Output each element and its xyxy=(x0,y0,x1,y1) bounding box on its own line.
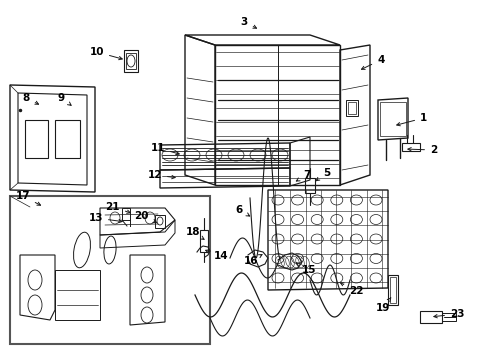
Text: 4: 4 xyxy=(362,55,384,69)
Text: 22: 22 xyxy=(341,283,364,296)
Bar xyxy=(388,275,398,305)
Text: 2: 2 xyxy=(408,145,437,155)
Text: 17: 17 xyxy=(15,191,41,205)
Bar xyxy=(442,313,456,321)
Text: 11: 11 xyxy=(150,143,179,155)
Text: 5: 5 xyxy=(316,168,330,181)
Text: 16: 16 xyxy=(244,255,262,266)
Text: 6: 6 xyxy=(236,205,250,216)
Bar xyxy=(346,100,358,116)
Text: 14: 14 xyxy=(206,250,229,261)
Bar xyxy=(10,196,210,344)
Text: 8: 8 xyxy=(23,93,39,104)
Text: 1: 1 xyxy=(397,113,427,126)
Text: 18: 18 xyxy=(186,227,204,239)
Bar xyxy=(390,277,396,303)
Text: 13: 13 xyxy=(89,213,122,223)
Text: 7: 7 xyxy=(296,170,310,181)
Bar xyxy=(200,230,208,252)
Bar xyxy=(348,102,356,114)
Text: 15: 15 xyxy=(296,263,317,275)
Text: 19: 19 xyxy=(376,298,391,313)
Bar xyxy=(380,102,406,136)
Text: 21: 21 xyxy=(105,202,130,213)
Text: 10: 10 xyxy=(90,47,122,60)
Bar xyxy=(305,178,315,193)
Text: 3: 3 xyxy=(241,17,257,28)
Bar xyxy=(126,53,136,69)
Text: 23: 23 xyxy=(434,309,465,319)
Text: 20: 20 xyxy=(134,211,156,222)
Text: 12: 12 xyxy=(147,170,175,180)
Text: 9: 9 xyxy=(58,93,71,105)
Bar xyxy=(420,311,442,323)
Bar xyxy=(402,143,420,151)
